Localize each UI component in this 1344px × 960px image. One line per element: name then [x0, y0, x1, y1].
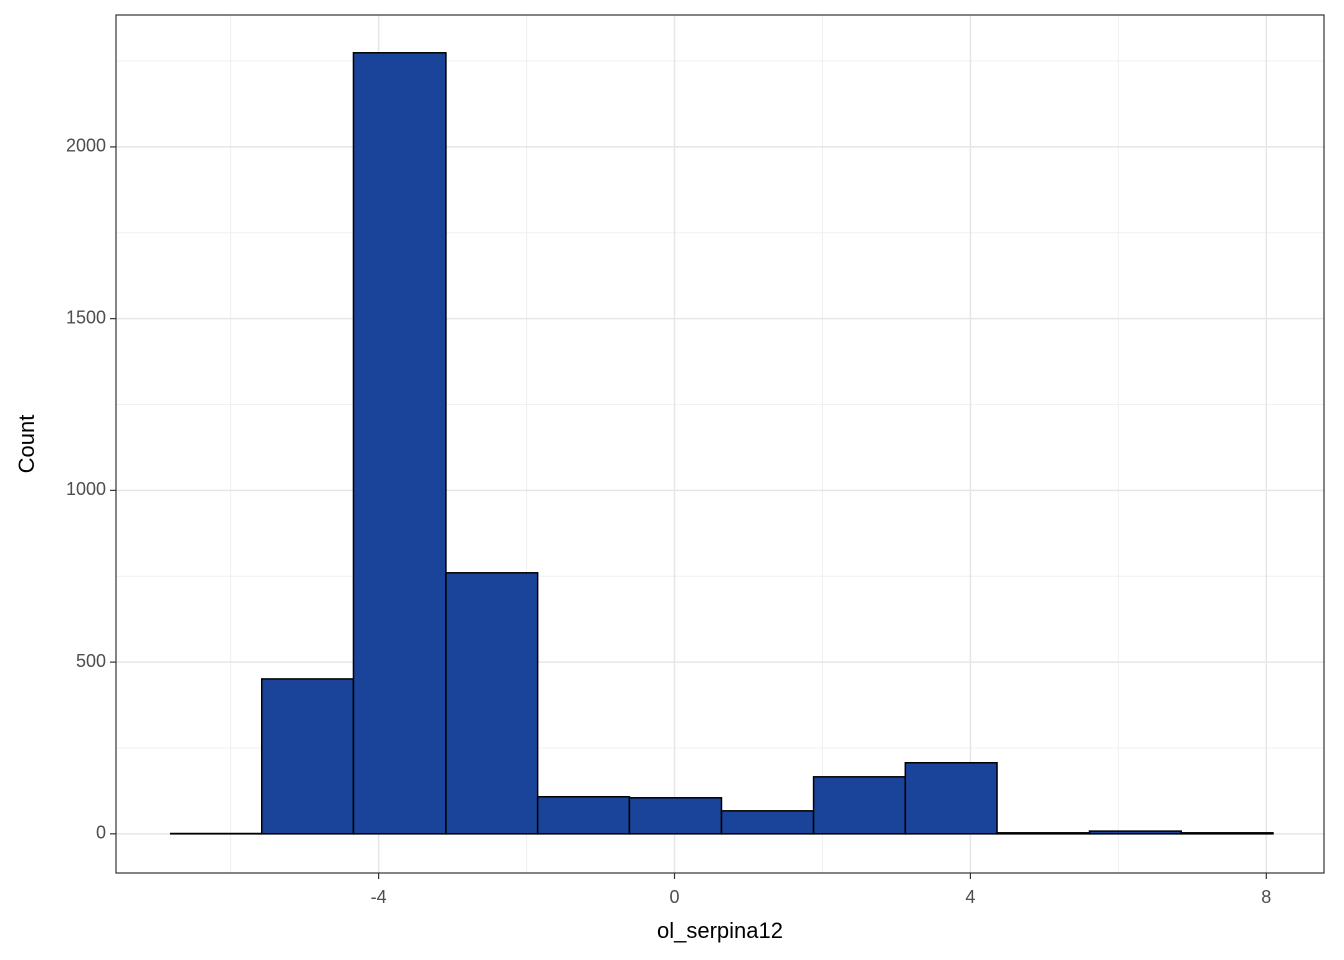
x-tick-label: 4 — [965, 887, 975, 907]
y-tick-label: 1500 — [66, 307, 106, 327]
y-tick-label: 1000 — [66, 479, 106, 499]
bar — [996, 832, 1091, 835]
x-axis-title: ol_serpina12 — [657, 918, 783, 943]
y-axis-title: Count — [14, 415, 39, 474]
bar — [352, 52, 447, 835]
x-tick-label: -4 — [371, 887, 387, 907]
panel-border — [115, 14, 1325, 874]
bar — [1088, 830, 1182, 835]
bar — [536, 795, 631, 835]
bar — [904, 761, 998, 835]
y-tick-label: 2000 — [66, 136, 106, 156]
y-tick-label: 0 — [96, 823, 106, 843]
bar — [720, 810, 815, 835]
bar — [1180, 832, 1274, 835]
bar — [628, 797, 723, 835]
bar — [445, 572, 539, 835]
x-tick-label: 0 — [669, 887, 679, 907]
y-tick-label: 500 — [76, 651, 106, 671]
x-tick-label: 8 — [1261, 887, 1271, 907]
bar — [260, 678, 355, 835]
bar — [812, 776, 907, 835]
